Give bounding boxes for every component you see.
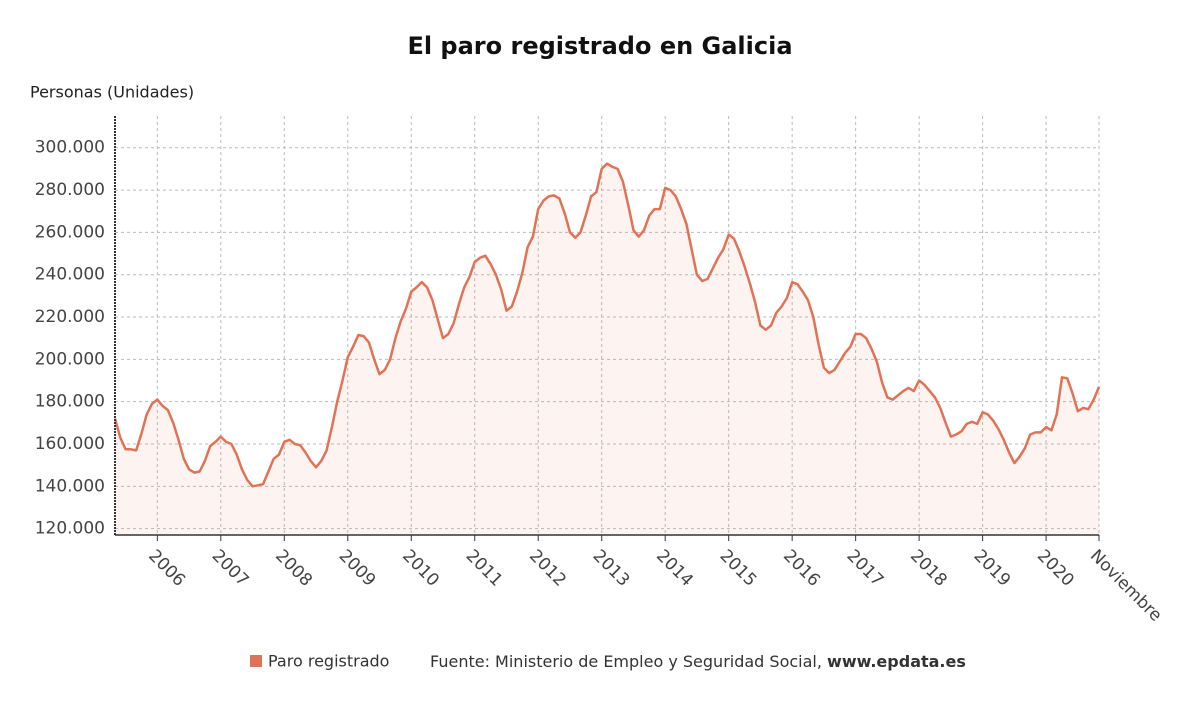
y-tick-label: 280.000 [35, 180, 105, 200]
y-tick-label: 220.000 [35, 307, 105, 327]
y-tick-label: 240.000 [35, 265, 105, 285]
y-tick-label: 140.000 [35, 476, 105, 496]
y-tick-label: 260.000 [35, 222, 105, 242]
chart-title: El paro registrado en Galicia [407, 32, 792, 60]
y-tick-label: 200.000 [35, 349, 105, 369]
data-line [113, 162, 1101, 488]
y-axis-label: Personas (Unidades) [30, 83, 194, 102]
y-tick-label: 300.000 [35, 138, 105, 158]
source: Fuente: Ministerio de Empleo y Seguridad… [430, 652, 966, 671]
legend-swatch [250, 655, 262, 667]
legend-label: Paro registrado [268, 652, 389, 671]
source-text: Fuente: Ministerio de Empleo y Seguridad… [430, 652, 822, 671]
y-tick-label: 180.000 [35, 392, 105, 412]
y-tick-label: 120.000 [35, 519, 105, 539]
y-tick-label: 160.000 [35, 434, 105, 454]
source-site: www.epdata.es [827, 652, 966, 671]
area [115, 163, 1099, 535]
